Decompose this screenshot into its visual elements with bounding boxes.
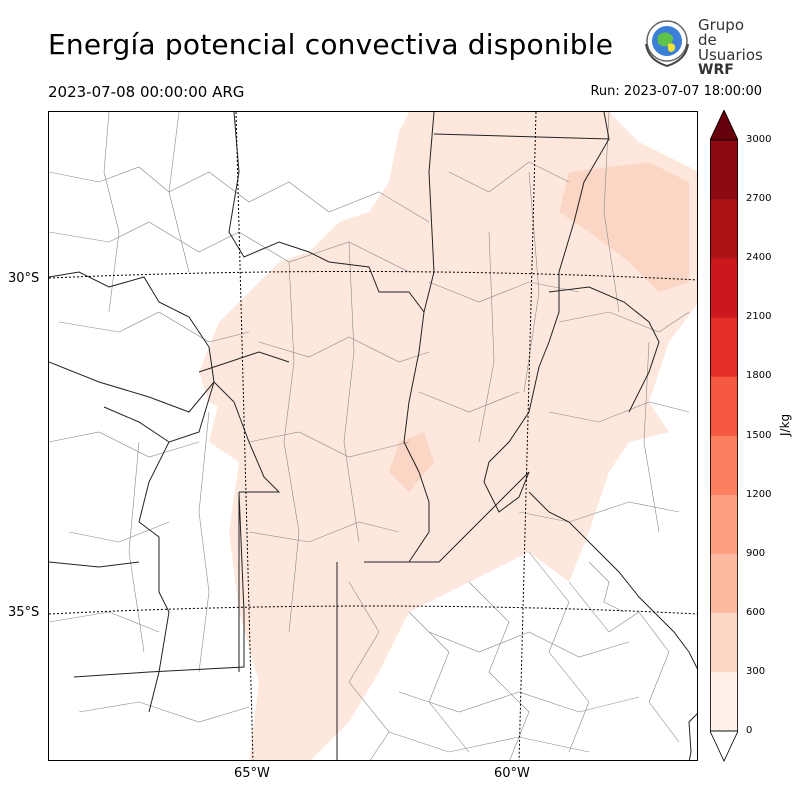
colorbar	[709, 109, 742, 762]
valid-time: 2023-07-08 00:00:00 ARG	[48, 83, 245, 101]
colorbar-tick-label: 2400	[746, 252, 772, 264]
colorbar-outline	[710, 139, 739, 732]
colorbar-tick-label: 600	[746, 606, 766, 618]
colorbar-bin-900	[710, 494, 738, 554]
run-time: Run: 2023-07-07 18:00:00	[590, 84, 762, 99]
cape-fill-0-300	[199, 112, 697, 760]
colorbar-tick-label: 0	[746, 725, 753, 736]
province-boundaries	[49, 112, 660, 760]
logo-line1: Grupo de	[698, 16, 744, 49]
cape-fill-0-300b	[209, 402, 254, 462]
colorbar-extend-min	[709, 730, 739, 762]
cape-map	[48, 111, 698, 761]
cape-fill-layer	[199, 112, 697, 760]
colorbar-bin-2100	[710, 258, 738, 318]
lat-label-30s: 30°S	[8, 271, 40, 286]
colorbar-bin-2400	[710, 199, 738, 259]
colorbar-bin-600	[710, 553, 738, 614]
colorbar-bin-2700	[710, 140, 738, 200]
colorbar-unit-label: J/kg	[778, 413, 792, 436]
colorbar-bin-1200	[710, 435, 738, 495]
colorbar-bin-1500	[710, 376, 738, 436]
lon-label-65w: 65°W	[234, 766, 270, 781]
colorbar-tick-label: 300	[746, 665, 766, 677]
map-title: Energía potencial convectiva disponible	[48, 28, 614, 61]
colorbar-bin-300	[710, 612, 738, 673]
colorbar-bin-1800	[710, 317, 738, 377]
logo-line3: WRF	[698, 62, 734, 78]
colorbar-tick-label: 3000	[746, 134, 772, 145]
colorbar-tick-label: 2700	[746, 193, 772, 205]
graticule	[49, 112, 697, 760]
logo-line2: Usuarios	[698, 46, 763, 64]
colorbar-tick-label: 1800	[746, 370, 772, 382]
lon-label-60w: 60°W	[494, 766, 530, 781]
colorbar-tick-label: 2100	[746, 311, 772, 323]
globe-laurel-icon	[645, 20, 689, 67]
colorbar-tick-label: 1500	[746, 429, 772, 441]
cape-fill-300-600	[559, 162, 689, 292]
colorbar-extend-max	[709, 109, 739, 141]
lat-label-35s: 35°S	[8, 605, 40, 620]
colorbar-bin-0	[710, 671, 738, 732]
department-boundaries	[49, 112, 690, 760]
cape-fill-300-600b	[389, 432, 434, 492]
colorbar-tick-label: 1200	[746, 488, 772, 500]
colorbar-tick-label: 900	[746, 547, 766, 559]
wrf-users-logo: Grupo de Usuarios WRF	[638, 16, 763, 78]
coastline	[528, 491, 697, 760]
